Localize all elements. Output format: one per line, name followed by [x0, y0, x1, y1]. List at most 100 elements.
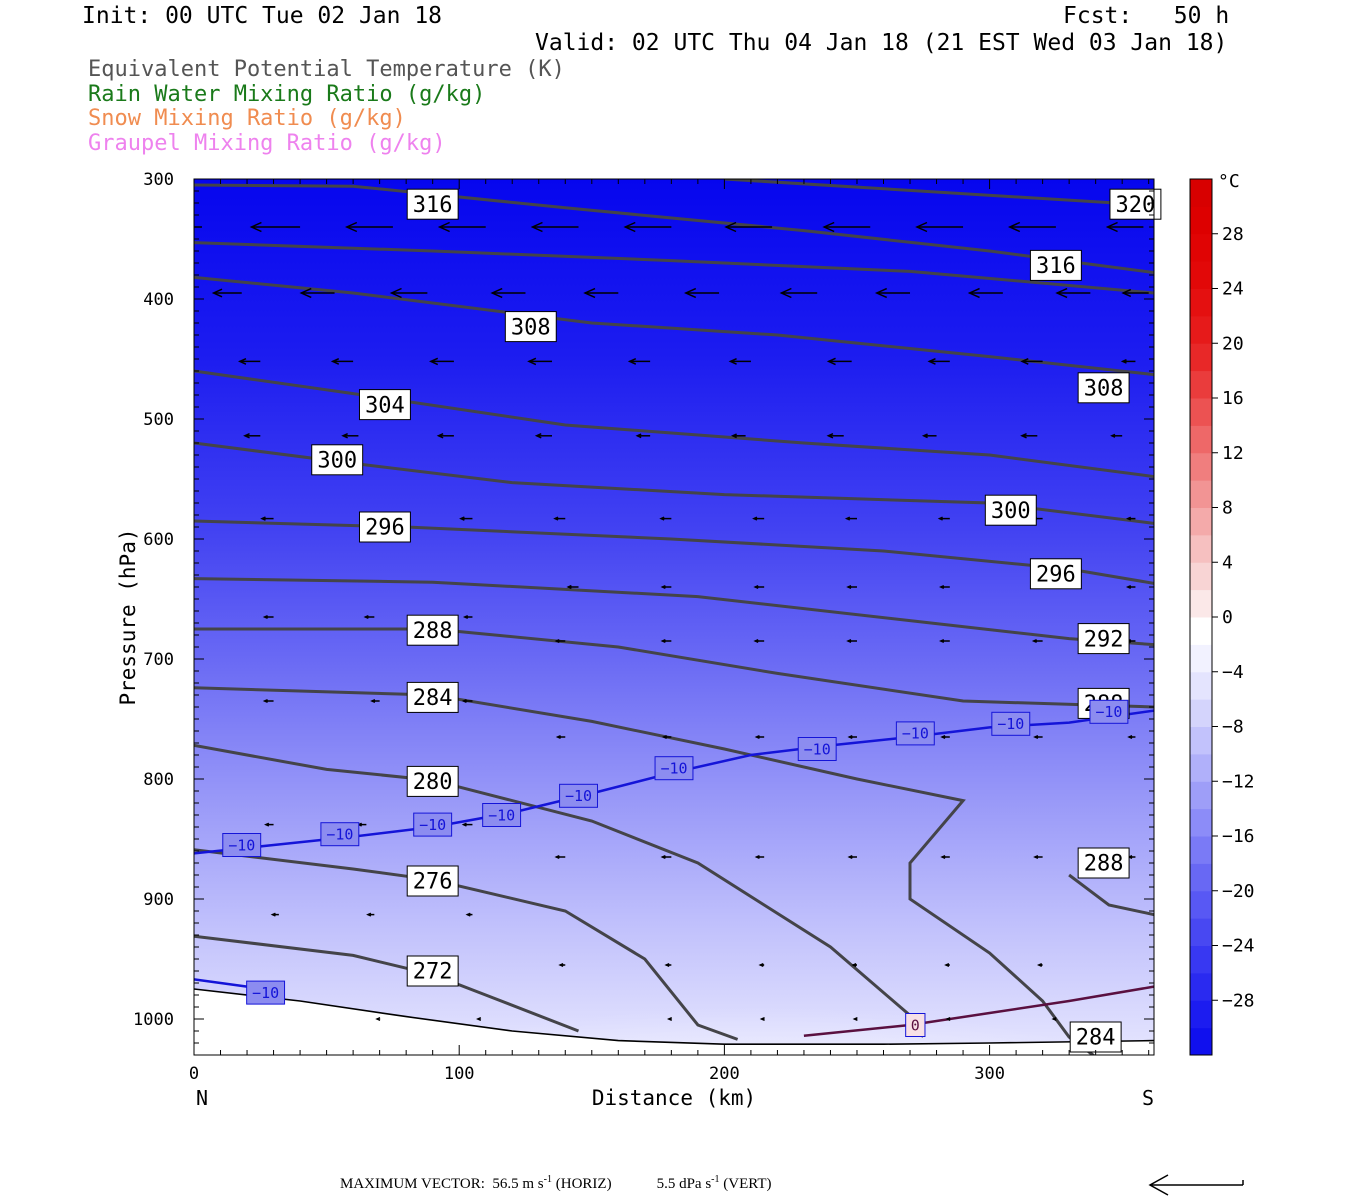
theta-e-label-304-0: 304	[365, 393, 405, 418]
theta-e-label-316-1-box	[1029, 249, 1082, 281]
theta-e-label-280-0-box	[406, 765, 459, 797]
wind-arrowhead-2-0	[237, 357, 247, 365]
colorbar-segment-10	[1190, 753, 1212, 782]
isotherm-label-0-3: −10	[488, 806, 515, 824]
colorbar-segment-2	[1190, 972, 1212, 1001]
wind-arrowhead-3-3	[534, 433, 542, 439]
theta-e-label-284-0-box	[406, 681, 459, 713]
colorbar-label-3: 16	[1222, 388, 1244, 409]
theta-e-label-300-0: 300	[317, 449, 357, 474]
wind-arrowhead-14-5	[945, 1016, 951, 1022]
y-tick-label-900: 900	[143, 890, 174, 910]
theta-e-label-288-0: 288	[413, 619, 453, 644]
theta-e-label-292-0-box	[1077, 623, 1130, 655]
wind-arrowhead-8-2	[461, 698, 467, 704]
theta-e-label-284-0: 284	[413, 686, 453, 711]
theta-e-label-304-0-box	[358, 389, 411, 421]
vert-exp: -1	[711, 1174, 720, 1185]
max-vector-footer: MAXIMUM VECTOR: 56.5 m s-1 (HORIZ) 5.5 d…	[340, 1174, 772, 1193]
colorbar-segment-13	[1190, 671, 1212, 700]
colorbar-segment-31	[1190, 179, 1212, 207]
colorbar-label-8: −4	[1222, 662, 1244, 683]
wind-arrowhead-5-0	[566, 584, 572, 590]
wind-arrowhead-12-0	[270, 912, 276, 917]
isotherm-label-0-3-box	[482, 803, 522, 827]
wind-arrowhead-9-1	[661, 734, 667, 740]
theta-e-label-272-0-box	[406, 955, 459, 987]
wind-arrowhead-9-0	[555, 734, 561, 740]
colorbar-segment-18	[1190, 534, 1212, 563]
horiz-unit: (HORIZ)	[555, 1176, 612, 1192]
y-tick-label-700: 700	[143, 650, 174, 670]
colorbar-segment-9	[1190, 781, 1212, 810]
colorbar-segment-7	[1190, 836, 1212, 864]
colorbar-segment-12	[1190, 699, 1212, 727]
colorbar-segment-8	[1190, 808, 1212, 837]
isotherm-label-0-5-box	[654, 756, 694, 781]
wind-arrowhead-11-1	[660, 854, 666, 860]
colorbar-segment-15	[1190, 617, 1212, 645]
wind-arrowhead-11-3	[847, 854, 853, 860]
y-tick-label-800: 800	[143, 770, 174, 790]
theta-e-contour-288	[194, 627, 1154, 709]
wind-arrowhead-14-1	[476, 1016, 482, 1022]
wind-arrowhead-0-9	[1007, 221, 1021, 233]
colorbar-label-4: 12	[1222, 443, 1244, 464]
y-tick-label-500: 500	[143, 410, 174, 430]
theta-e-label-300-1-box	[984, 494, 1037, 526]
wind-arrowhead-3-7	[921, 433, 928, 439]
theta-e-contour-284	[194, 686, 1096, 1055]
theta-e-label-296-0: 296	[365, 516, 405, 541]
wind-arrowhead-4-7	[937, 516, 943, 521]
isotherm-label-0-5: −10	[660, 759, 687, 777]
wind-arrowhead-14-4	[852, 1016, 858, 1022]
wind-arrowhead-1-5	[683, 287, 697, 299]
y-tick-label-400: 400	[143, 290, 174, 310]
isotherm-label-0-2-box	[413, 812, 453, 837]
colorbar-segment-22	[1190, 425, 1212, 454]
theta-e-label-280-0: 280	[413, 770, 453, 795]
horiz-max: 56.5 m s	[492, 1176, 544, 1192]
colorbar-segment-20	[1190, 480, 1212, 508]
wind-arrowhead-1-9	[1055, 287, 1068, 299]
isotherm-label-0-7: −10	[902, 725, 929, 743]
wind-arrowhead-1-2	[389, 287, 402, 299]
isotherm-label-2-0: 0	[911, 1016, 920, 1034]
colorbar-unit: °C	[1218, 171, 1240, 192]
wind-arrowhead-5-1	[660, 584, 666, 590]
wind-arrowhead-7-1	[660, 638, 666, 644]
isotherm-label-0-9-box	[1089, 699, 1129, 724]
theta-e-contour-288	[1068, 873, 1154, 917]
theta-e-label-288-0-box	[406, 614, 459, 646]
legend-snow: Snow Mixing Ratio (g/kg)	[88, 106, 406, 131]
theta-e-label-316-1: 316	[1036, 254, 1076, 279]
wind-arrowhead-3-0	[243, 433, 250, 439]
isotherm-label-0-7-box	[895, 721, 935, 746]
wind-arrowhead-12-2	[465, 912, 471, 917]
legend-rain: Rain Water Mixing Ratio (g/kg)	[88, 82, 486, 107]
colorbar-segment-30	[1190, 206, 1212, 235]
colorbar-segment-16	[1190, 589, 1212, 618]
wind-arrowhead-5-3	[846, 584, 852, 590]
colorbar-label-7: 0	[1222, 607, 1233, 628]
wind-arrowhead-0-2	[344, 221, 358, 233]
wind-arrowhead-13-4	[944, 962, 950, 968]
theta-e-label-272-0: 272	[413, 960, 453, 985]
wind-arrowhead-11-4	[940, 854, 946, 860]
vert-unit: (VERT)	[723, 1176, 772, 1192]
colorbar-segment-6	[1190, 863, 1212, 892]
south-label: S	[1142, 1086, 1154, 1110]
isotherm-label-0-6-box	[797, 737, 837, 761]
theta-e-label-288-0-box	[1077, 847, 1130, 879]
colorbar-segment-29	[1190, 233, 1212, 262]
theta-e-contour-312	[194, 241, 1154, 295]
colorbar-segment-0	[1190, 1027, 1212, 1056]
colorbar-segment-14	[1190, 644, 1212, 673]
wind-arrowhead-3-2	[436, 433, 444, 439]
isotherm-label-0-8: −10	[997, 715, 1024, 733]
wind-arrowhead-2-7	[927, 357, 936, 365]
init-time: Init: 00 UTC Tue 02 Jan 18	[82, 3, 443, 29]
isotherm-label-0-0: −10	[228, 836, 255, 854]
wind-arrowhead-0-3	[437, 221, 450, 233]
isotherm-label-0-4: −10	[565, 787, 592, 805]
